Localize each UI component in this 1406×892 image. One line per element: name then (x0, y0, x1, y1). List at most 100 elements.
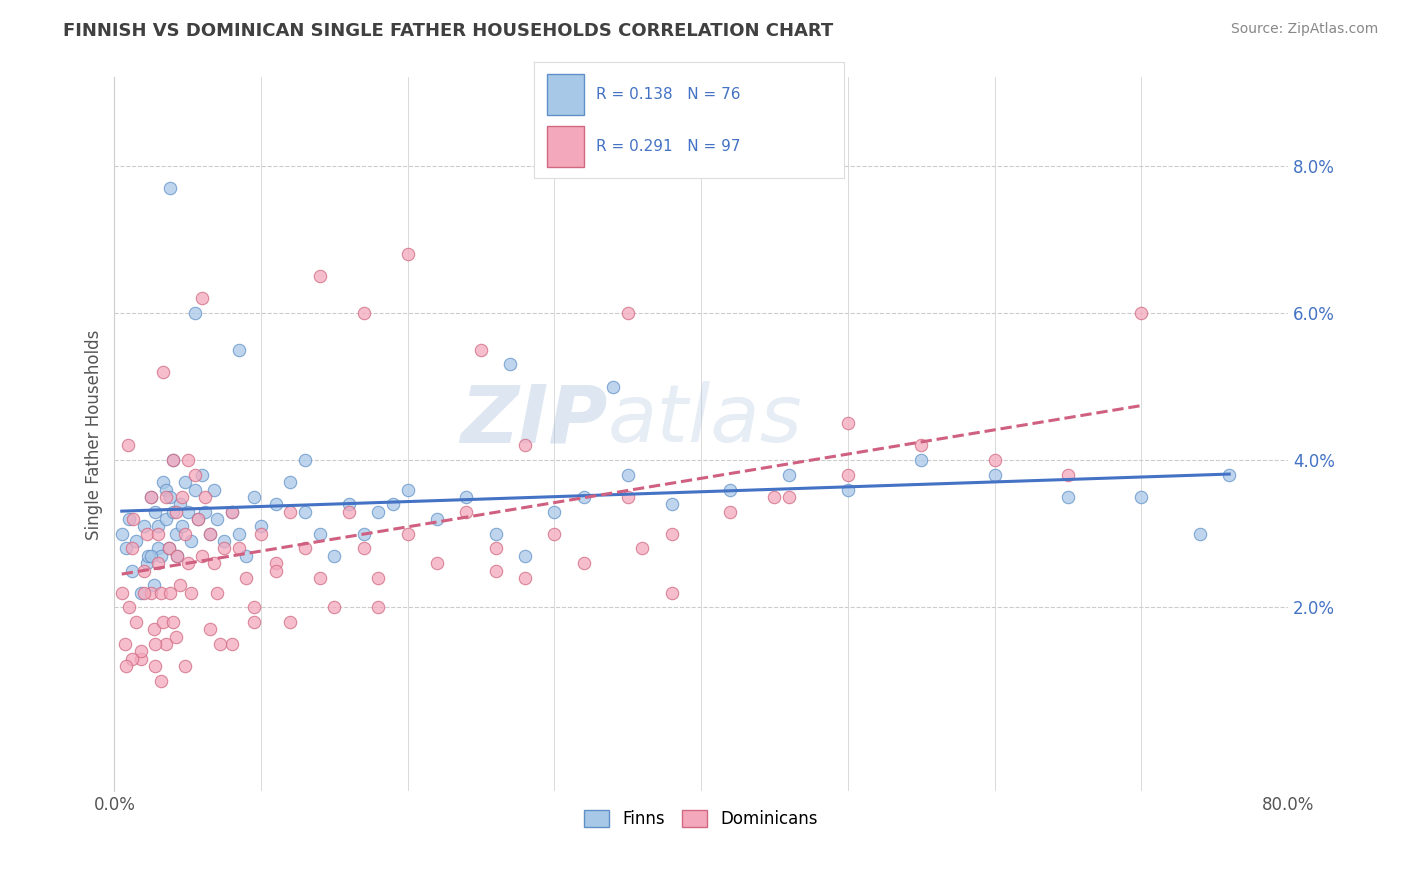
Point (205, 512, 228, 526)
Point (145, 659, 167, 673)
Point (121, 564, 143, 578)
Point (456, 490, 478, 504)
Point (778, 490, 800, 504)
Point (180, 585, 202, 599)
Point (152, 365, 174, 379)
Point (155, 637, 177, 651)
Point (837, 483, 859, 497)
Point (194, 505, 217, 519)
Point (228, 343, 250, 357)
Point (456, 505, 478, 519)
Point (166, 549, 188, 563)
Point (118, 512, 141, 526)
Point (173, 475, 195, 490)
Point (136, 549, 159, 563)
Point (148, 519, 170, 533)
Point (152, 615, 174, 629)
Point (294, 505, 316, 519)
Point (720, 505, 742, 519)
Bar (547, 126, 583, 167)
Point (173, 659, 195, 673)
Point (617, 306, 640, 320)
Point (111, 526, 134, 541)
Point (661, 497, 683, 511)
Text: R = 0.138   N = 76: R = 0.138 N = 76 (596, 87, 741, 102)
Text: ZIP: ZIP (460, 381, 607, 459)
Point (173, 526, 195, 541)
Point (162, 453, 184, 467)
Point (169, 497, 191, 511)
Point (837, 467, 859, 482)
Point (323, 600, 346, 615)
Point (250, 526, 273, 541)
Point (198, 526, 221, 541)
Point (125, 534, 148, 549)
Point (353, 526, 375, 541)
Point (202, 556, 225, 570)
Point (242, 600, 264, 615)
Point (115, 541, 138, 556)
Point (661, 526, 683, 541)
Point (983, 453, 1005, 467)
Point (162, 615, 184, 629)
Point (191, 467, 214, 482)
Point (910, 438, 932, 452)
Point (148, 541, 170, 556)
Point (187, 512, 209, 526)
Bar (547, 74, 583, 114)
Point (572, 556, 595, 570)
Point (194, 490, 217, 504)
Point (165, 526, 187, 541)
Point (132, 585, 155, 599)
Point (228, 526, 250, 541)
Point (180, 534, 202, 549)
Point (150, 549, 173, 563)
Point (143, 578, 166, 592)
Point (485, 541, 508, 556)
Point (396, 526, 419, 541)
Point (202, 483, 225, 497)
Point (162, 453, 184, 467)
Point (170, 519, 193, 533)
Point (205, 585, 228, 599)
Point (165, 630, 187, 644)
Point (308, 526, 330, 541)
Text: R = 0.291   N = 97: R = 0.291 N = 97 (596, 139, 741, 154)
Point (159, 585, 181, 599)
Point (221, 505, 243, 519)
Point (191, 549, 214, 563)
Legend: Finns, Dominicans: Finns, Dominicans (578, 803, 824, 834)
Point (308, 269, 330, 284)
Point (983, 467, 1005, 482)
Point (250, 519, 273, 533)
Point (910, 453, 932, 467)
Point (1218, 467, 1240, 482)
Point (177, 556, 200, 570)
Text: atlas: atlas (607, 381, 801, 459)
Point (323, 549, 346, 563)
Point (139, 490, 162, 504)
Point (778, 467, 800, 482)
Point (367, 571, 389, 585)
Point (155, 512, 177, 526)
Point (177, 453, 200, 467)
Point (121, 652, 143, 666)
Point (294, 453, 316, 467)
Point (242, 490, 264, 504)
Point (837, 417, 859, 431)
Point (353, 541, 375, 556)
Point (235, 549, 257, 563)
Point (155, 483, 177, 497)
Point (214, 534, 236, 549)
Point (143, 623, 166, 637)
Point (145, 637, 167, 651)
Point (543, 505, 565, 519)
Point (166, 549, 188, 563)
Point (572, 490, 595, 504)
Point (264, 497, 287, 511)
Point (121, 541, 143, 556)
Point (1130, 306, 1153, 320)
Point (426, 512, 449, 526)
Text: FINNISH VS DOMINICAN SINGLE FATHER HOUSEHOLDS CORRELATION CHART: FINNISH VS DOMINICAN SINGLE FATHER HOUSE… (63, 22, 834, 40)
Point (129, 644, 152, 658)
